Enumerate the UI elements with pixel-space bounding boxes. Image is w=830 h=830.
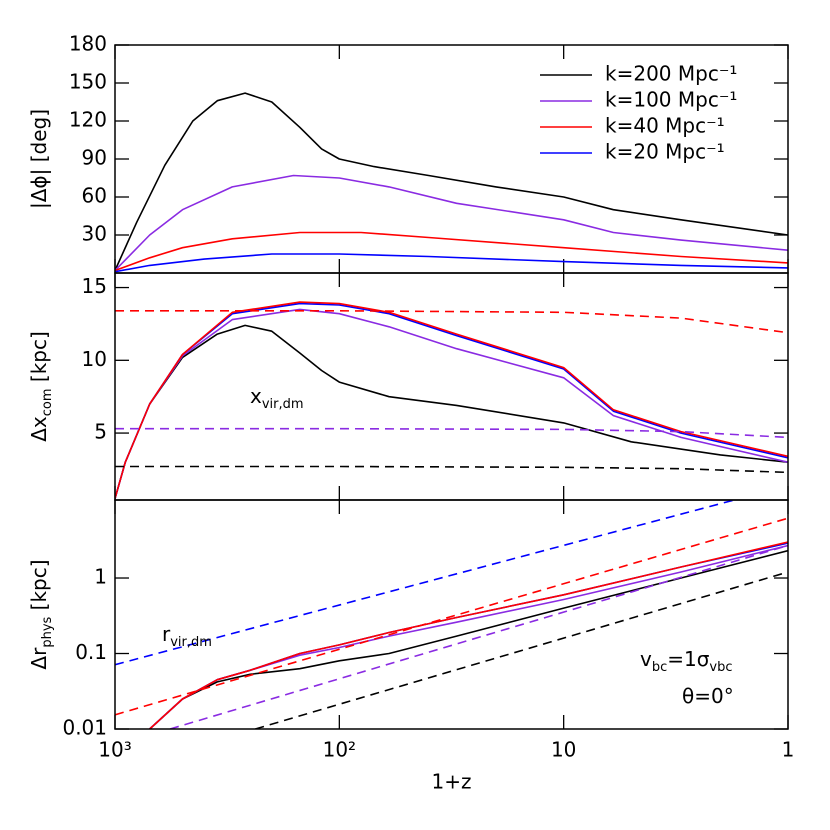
y-tick-label: 60 xyxy=(82,184,107,208)
y-axis-label-part: phys xyxy=(40,616,55,647)
y-axis-label-part: |Δϕ| [deg] xyxy=(27,109,51,209)
annotation-part: bc xyxy=(652,660,667,675)
y-axis-label: Δrphys [kpc] xyxy=(27,559,56,669)
y-tick-label: 0.01 xyxy=(62,716,107,740)
x-tick-label: 10² xyxy=(323,738,356,762)
y-axis-label-part: Δr xyxy=(27,647,51,670)
legend-label: k=200 Mpc⁻¹ xyxy=(605,62,737,86)
y-axis-label-part: [kpc] xyxy=(27,559,51,616)
series-line xyxy=(115,500,738,666)
series-line xyxy=(149,541,788,729)
legend-label: k=100 Mpc⁻¹ xyxy=(605,88,737,112)
annotation-part: r xyxy=(162,622,171,646)
y-tick-label: 150 xyxy=(69,70,107,94)
series-line xyxy=(115,231,788,272)
annotation: xvir,dm xyxy=(250,384,304,413)
annotation: θ=0° xyxy=(682,684,734,708)
legend-label: k=20 Mpc⁻¹ xyxy=(605,140,725,164)
series-line xyxy=(115,253,788,273)
y-tick-label: 15 xyxy=(82,274,107,298)
panel-frame xyxy=(114,499,789,730)
y-axis-label-part: Δx xyxy=(27,416,51,442)
y-axis-label: |Δϕ| [deg] xyxy=(27,109,51,209)
annotation-part: vir,dm xyxy=(170,635,212,650)
y-axis-label-part: [kpc] xyxy=(27,331,51,388)
y-tick-label: 180 xyxy=(69,32,107,56)
y-tick-label: 10 xyxy=(82,347,107,371)
y-tick-label: 30 xyxy=(82,222,107,246)
y-tick-label: 90 xyxy=(82,146,107,170)
y-axis-label-part: com xyxy=(40,388,55,416)
annotation-part: vir,dm xyxy=(262,397,304,412)
x-tick-label: 10 xyxy=(551,738,576,762)
series-line xyxy=(115,301,788,499)
x-tick-label: 1 xyxy=(782,738,795,762)
legend-label: k=40 Mpc⁻¹ xyxy=(605,114,725,138)
series-line xyxy=(115,310,788,334)
annotation-part: θ=0° xyxy=(682,684,734,708)
annotation: rvir,dm xyxy=(162,622,212,651)
y-tick-label: 120 xyxy=(69,108,107,132)
y-tick-label: 0.1 xyxy=(75,640,107,664)
annotation-part: v xyxy=(640,647,652,671)
series-line xyxy=(115,92,788,271)
annotation-part: =1σ xyxy=(667,647,709,671)
series-line xyxy=(169,544,788,729)
panel-frame xyxy=(114,272,789,501)
y-tick-label: 1 xyxy=(94,565,107,589)
y-axis-label: Δxcom [kpc] xyxy=(27,331,56,442)
series-line xyxy=(115,517,788,716)
y-tick-label: 5 xyxy=(94,420,107,444)
x-tick-label: 10³ xyxy=(98,738,131,762)
x-axis-label: 1+z xyxy=(432,770,472,794)
series-line xyxy=(115,174,788,272)
annotation-part: vbc xyxy=(709,660,732,675)
annotation: vbc=1σvbc xyxy=(640,647,733,676)
annotation-part: x xyxy=(250,384,262,408)
series-line xyxy=(255,571,788,729)
series-line xyxy=(115,465,788,474)
series-line xyxy=(115,324,788,499)
series-line xyxy=(115,427,788,439)
